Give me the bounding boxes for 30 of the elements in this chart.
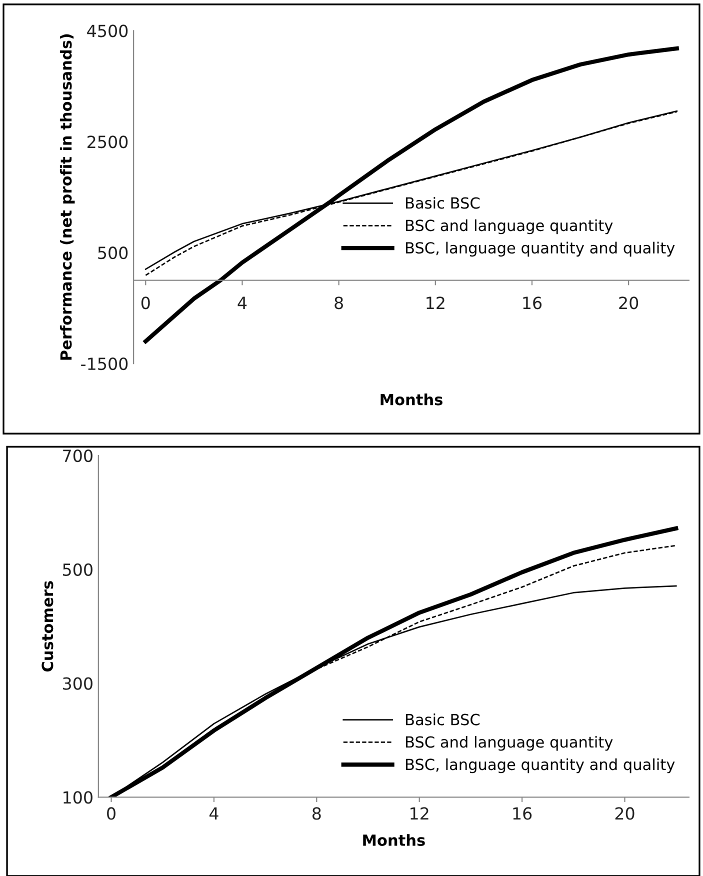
x-tick-label: 20: [615, 807, 634, 820]
y-tick-label: 500: [98, 246, 128, 260]
legend-label: BSC, language quantity and quality: [406, 758, 675, 774]
x-tick-label: 0: [141, 296, 150, 310]
x-tick-label: 8: [312, 807, 321, 820]
x-tick-label: 4: [209, 807, 218, 820]
x-tick-label: 4: [238, 296, 247, 309]
legend-label: Basic BSC: [406, 196, 480, 209]
y-tick-label: 500: [63, 563, 92, 576]
y-axis-title: Customers: [42, 581, 54, 672]
legend-label: Basic BSC: [406, 714, 480, 726]
x-axis-title: Months: [380, 394, 442, 406]
y-tick-label: 700: [63, 449, 92, 462]
y-tick-label: -1500: [81, 358, 128, 370]
legend-label: BSC and language quantity: [406, 219, 613, 234]
x-tick-label: 16: [523, 296, 542, 310]
legend-label: BSC, language quantity and quality: [406, 242, 675, 257]
x-tick-label: 0: [107, 807, 116, 820]
x-tick-label: 12: [426, 296, 444, 309]
y-tick-label: 2500: [88, 136, 128, 148]
y-tick-label: 100: [64, 791, 92, 804]
legend-label: BSC and language quantity: [406, 736, 613, 751]
x-tick-label: 16: [513, 807, 532, 820]
y-tick-label: 4500: [87, 24, 128, 38]
x-axis-title: Months: [363, 834, 425, 846]
y-tick-label: 300: [63, 677, 92, 690]
x-tick-label: 12: [410, 807, 428, 820]
y-axis-title: Performance (net profit in thousands): [60, 34, 75, 360]
x-tick-label: 20: [619, 296, 638, 310]
x-tick-label: 8: [334, 296, 343, 310]
